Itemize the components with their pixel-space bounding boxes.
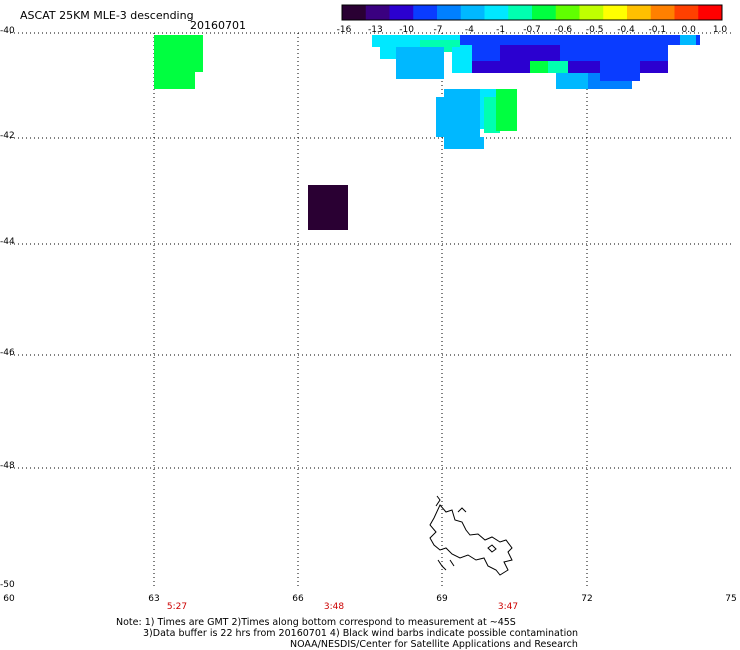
- data-cell: [460, 35, 700, 45]
- data-cell: [154, 72, 195, 89]
- chart-date: 20160701: [190, 19, 246, 32]
- colorbar-swatch: [342, 5, 367, 20]
- colorbar-label: 1.0: [712, 25, 728, 35]
- colorbar-label: -16: [336, 25, 352, 35]
- data-cell: [548, 61, 568, 73]
- wind-data-cells: [154, 35, 700, 230]
- data-cell: [444, 137, 484, 149]
- colorbar-label: -13: [367, 25, 383, 35]
- colorbar-label: -1: [496, 25, 506, 35]
- colorbar-swatch: [437, 5, 462, 20]
- x-tick-label: 63: [148, 594, 160, 604]
- colorbar-label: 0.0: [681, 25, 696, 35]
- pass-time: 3:47: [497, 602, 519, 612]
- note-line-3: NOAA/NESDIS/Center for Satellite Applica…: [290, 639, 578, 650]
- map-grid: [10, 32, 731, 588]
- note-line-2: 3)Data buffer is 22 hrs from 20160701 4)…: [143, 628, 579, 639]
- pass-time: 5:27: [166, 602, 188, 612]
- y-tick-label: -48: [0, 461, 15, 471]
- pass-time: 3:48: [323, 602, 345, 612]
- colorbar-swatch: [532, 5, 557, 20]
- colorbar-swatch: [627, 5, 652, 20]
- chart-title: ASCAT 25KM MLE-3 descending: [20, 9, 194, 22]
- data-cell: [154, 35, 203, 72]
- x-tick-label: 66: [292, 594, 304, 604]
- x-tick-label: 60: [3, 594, 15, 604]
- colorbar-swatch: [603, 5, 628, 20]
- x-tick-label: 72: [581, 594, 593, 604]
- colorbar-swatch: [674, 5, 699, 20]
- data-cell: [396, 47, 444, 79]
- data-cell: [444, 89, 480, 99]
- colorbar-swatch: [508, 5, 533, 20]
- colorbar-swatch: [460, 5, 485, 20]
- data-cell: [600, 61, 640, 81]
- colorbar-frame: [341, 4, 723, 21]
- y-tick-label: -42: [0, 131, 15, 141]
- colorbar-label: -0.5: [585, 25, 604, 35]
- colorbar-swatch: [413, 5, 438, 20]
- data-cell: [496, 89, 517, 131]
- island-coastline: [429, 495, 513, 576]
- colorbar-swatch: [698, 5, 723, 20]
- colorbar-label: -7: [433, 25, 443, 35]
- colorbar-swatch: [555, 5, 580, 20]
- colorbar-label: -0.1: [648, 25, 667, 35]
- y-tick-label: -46: [0, 348, 15, 358]
- colorbar-label: -0.7: [523, 25, 541, 35]
- colorbar-swatch: [484, 5, 509, 20]
- colorbar-swatch: [650, 5, 675, 20]
- colorbar-label: -0.6: [554, 25, 573, 35]
- colorbar-label: -0.4: [617, 25, 635, 35]
- note-line-1: Note: 1) Times are GMT 2)Times along bot…: [116, 617, 516, 628]
- y-tick-label: -40: [0, 26, 15, 36]
- data-cell: [308, 185, 348, 230]
- data-cell: [436, 97, 480, 137]
- colorbar: [341, 4, 723, 21]
- data-cell: [500, 45, 560, 65]
- y-tick-label: -50: [0, 580, 15, 590]
- data-cell: [556, 73, 588, 89]
- data-cell: [452, 47, 472, 73]
- colorbar-swatch: [579, 5, 604, 20]
- colorbar-label: -10: [399, 25, 415, 35]
- y-tick-label: -44: [0, 237, 15, 247]
- x-tick-label: 69: [436, 594, 448, 604]
- x-tick-label: 75: [725, 594, 737, 604]
- data-cell: [680, 35, 696, 45]
- data-cell: [380, 47, 396, 59]
- colorbar-label: -4: [464, 25, 474, 35]
- colorbar-swatch: [389, 5, 414, 20]
- colorbar-swatch: [365, 5, 390, 20]
- data-cell: [530, 61, 550, 73]
